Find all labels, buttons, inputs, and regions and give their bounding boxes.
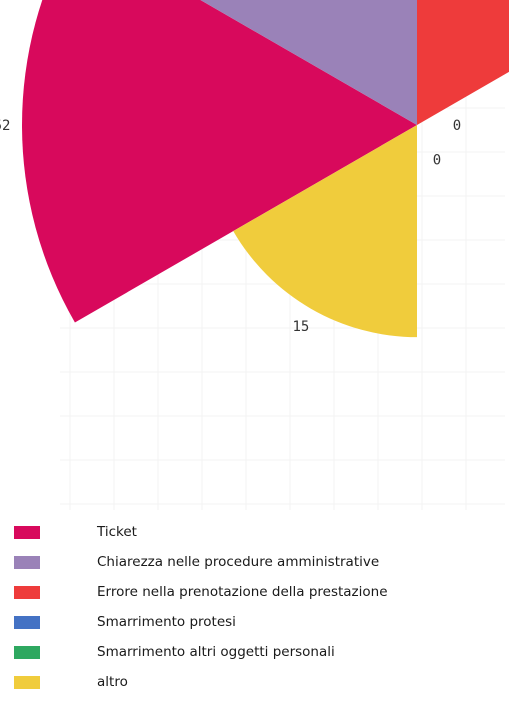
legend-label: altro <box>97 674 128 690</box>
legend-item-altro: altro <box>14 667 388 697</box>
legend-label: Smarrimento altri oggetti personali <box>97 644 335 660</box>
legend-item-chiarezza-nelle-procedure-amministrative: Chiarezza nelle procedure amministrative <box>14 547 388 577</box>
legend-label: Smarrimento protesi <box>97 614 236 630</box>
legend-swatch <box>14 645 40 659</box>
data-label-altro: 15 <box>292 319 309 335</box>
legend-swatch <box>14 555 40 569</box>
legend-item-errore-nella-prenotazione-della-prestazione: Errore nella prenotazione della prestazi… <box>14 577 388 607</box>
legend-item-smarrimento-altri-oggetti-personali: Smarrimento altri oggetti personali <box>14 637 388 667</box>
chart-data-labels: 522390015 <box>0 118 461 335</box>
legend-item-ticket: Ticket <box>14 517 388 547</box>
legend-label: Ticket <box>97 524 137 540</box>
data-label-smarrimento-altri-oggetti-personali: 0 <box>433 153 441 169</box>
slice-chiarezza-nelle-procedure-amministrative <box>200 0 417 125</box>
slice-altro <box>233 125 417 338</box>
legend-swatch <box>14 615 40 629</box>
legend-item-smarrimento-protesi: Smarrimento protesi <box>14 607 388 637</box>
slice-ticket <box>22 0 417 323</box>
slice-errore-nella-prenotazione-della-prestazione <box>417 0 509 125</box>
polar-area-chart: 522390015 <box>0 0 509 510</box>
chart-legend: Ticket Chiarezza nelle procedure amminist… <box>14 517 388 697</box>
legend-swatch <box>14 525 40 539</box>
data-label-smarrimento-protesi: 0 <box>453 118 461 134</box>
data-label-ticket: 52 <box>0 118 10 134</box>
legend-label: Errore nella prenotazione della prestazi… <box>97 584 388 600</box>
legend-swatch <box>14 585 40 599</box>
legend-label: Chiarezza nelle procedure amministrative <box>97 554 380 570</box>
legend-swatch <box>14 675 40 689</box>
chart-slices <box>22 0 509 338</box>
